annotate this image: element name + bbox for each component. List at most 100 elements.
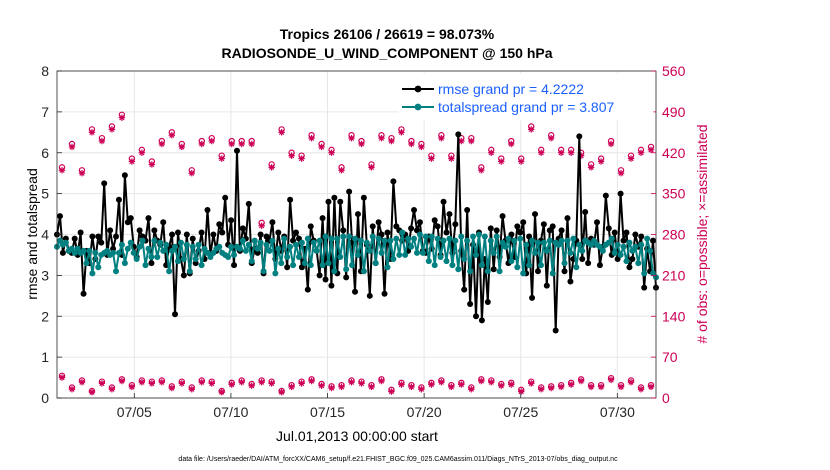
totalspread-point <box>154 253 161 260</box>
rmse-point <box>434 223 441 230</box>
obs-assimilated-point <box>158 379 166 386</box>
totalspread-point <box>328 235 335 242</box>
obs-assimilated-stroke <box>478 167 484 173</box>
rmse-point <box>564 215 571 222</box>
obs-assimilated-stroke <box>278 129 285 135</box>
rmse-point <box>233 147 240 154</box>
obs-assimilated-stroke <box>338 384 345 390</box>
totalspread-point <box>399 229 406 236</box>
totalspread-point <box>331 268 338 275</box>
obs-assimilated-stroke <box>618 170 624 176</box>
obs-assimilated-point <box>478 167 485 174</box>
totalspread-point <box>443 258 450 265</box>
obs-assimilated-stroke <box>558 384 564 390</box>
totalspread-point <box>195 241 202 248</box>
totalspread-point <box>183 241 190 248</box>
rmse-point <box>585 260 592 267</box>
rmse-point <box>337 198 344 205</box>
totalspread-point <box>449 262 456 269</box>
totalspread-point <box>80 247 87 254</box>
obs-assimilated-stroke <box>268 164 275 171</box>
obs-assimilated-stroke <box>308 378 315 384</box>
chart-subtitle: RADIOSONDE_U_WIND_COMPONENT @ 150 hPa <box>221 45 552 61</box>
obs-assimilated-stroke <box>229 381 235 388</box>
obs-assimilated-stroke <box>618 384 624 390</box>
rmse-point <box>467 300 474 307</box>
obs-assimilated-stroke <box>498 158 504 165</box>
obs-assimilated-point <box>258 379 265 386</box>
obs-assimilated-point <box>218 155 225 162</box>
legend-rmse-label: rmse grand pr = 4.2222 <box>438 81 584 97</box>
rmse-point <box>95 233 102 240</box>
obs-assimilated-point <box>238 379 245 386</box>
totalspread-point <box>478 262 485 269</box>
totalspread-point <box>493 233 500 240</box>
obs-assimilated-stroke <box>408 384 415 390</box>
totalspread-point <box>142 262 149 269</box>
totalspread-point <box>263 241 270 248</box>
totalspread-point <box>304 235 311 242</box>
obs-assimilated-point <box>468 386 475 393</box>
obs-assimilated-point <box>88 388 96 396</box>
obs-assimilated-point <box>358 380 365 387</box>
rmse-point <box>490 266 497 273</box>
rmse-point <box>189 235 196 242</box>
totalspread-point <box>437 253 444 260</box>
obs-assimilated-point <box>78 379 86 386</box>
rmse-point <box>629 256 636 263</box>
obs-assimilated-stroke <box>458 381 464 388</box>
totalspread-point <box>496 268 503 275</box>
rmse-point <box>455 131 462 138</box>
totalspread-point <box>534 239 541 246</box>
obs-assimilated-point <box>298 380 305 387</box>
obs-assimilated-stroke <box>229 141 235 147</box>
rmse-point <box>529 294 536 301</box>
obs-assimilated-point <box>358 140 365 148</box>
totalspread-point <box>502 243 509 250</box>
rmse-point <box>543 282 550 289</box>
totalspread-point <box>337 253 344 260</box>
totalspread-point <box>570 235 577 242</box>
totalspread-point <box>307 262 314 269</box>
totalspread-point <box>346 233 353 240</box>
obs-assimilated-stroke <box>348 135 355 141</box>
rmse-point <box>650 237 657 244</box>
totalspread-point <box>130 249 137 256</box>
rmse-point <box>452 221 459 228</box>
totalspread-point <box>514 264 521 271</box>
totalspread-point <box>626 239 633 246</box>
legend-spread-label: totalspread grand pr = 3.807 <box>438 99 615 115</box>
totalspread-point <box>390 256 397 263</box>
obs-assimilated-point <box>328 384 335 392</box>
totalspread-point <box>617 251 624 258</box>
totalspread-point <box>110 249 117 256</box>
totalspread-point <box>647 247 654 254</box>
obs-assimilated-stroke <box>548 385 554 391</box>
obs-assimilated-point <box>108 386 116 393</box>
obs-assimilated-point <box>597 383 605 391</box>
obs-assimilated-stroke <box>209 380 215 387</box>
obs-assimilated-stroke <box>528 380 534 387</box>
rmse-point <box>228 217 235 224</box>
rmse-point <box>145 215 152 222</box>
obs-assimilated-point <box>647 383 655 391</box>
y-axis-right-label: # of obs: o=possible; ×=assimilated <box>694 124 710 343</box>
rmse-point <box>369 223 376 230</box>
obs-assimilated-stroke <box>638 150 644 156</box>
totalspread-point <box>151 237 158 244</box>
totalspread-point <box>245 241 252 248</box>
y-tick-label-left: 6 <box>41 145 49 161</box>
totalspread-point <box>92 249 99 256</box>
obs-assimilated-point <box>288 383 295 391</box>
totalspread-point <box>319 262 326 269</box>
obs-assimilated-point <box>627 155 635 162</box>
totalspread-point <box>295 253 302 260</box>
obs-assimilated-stroke <box>139 150 145 156</box>
totalspread-point <box>431 262 438 269</box>
obs-assimilated-point <box>498 382 505 389</box>
totalspread-point <box>189 243 196 250</box>
obs-assimilated-point <box>68 143 76 151</box>
x-axis-label: Jul.01,2013 00:00:00 start <box>276 428 438 444</box>
rmse-point <box>620 237 627 244</box>
obs-assimilated-point <box>408 140 415 148</box>
